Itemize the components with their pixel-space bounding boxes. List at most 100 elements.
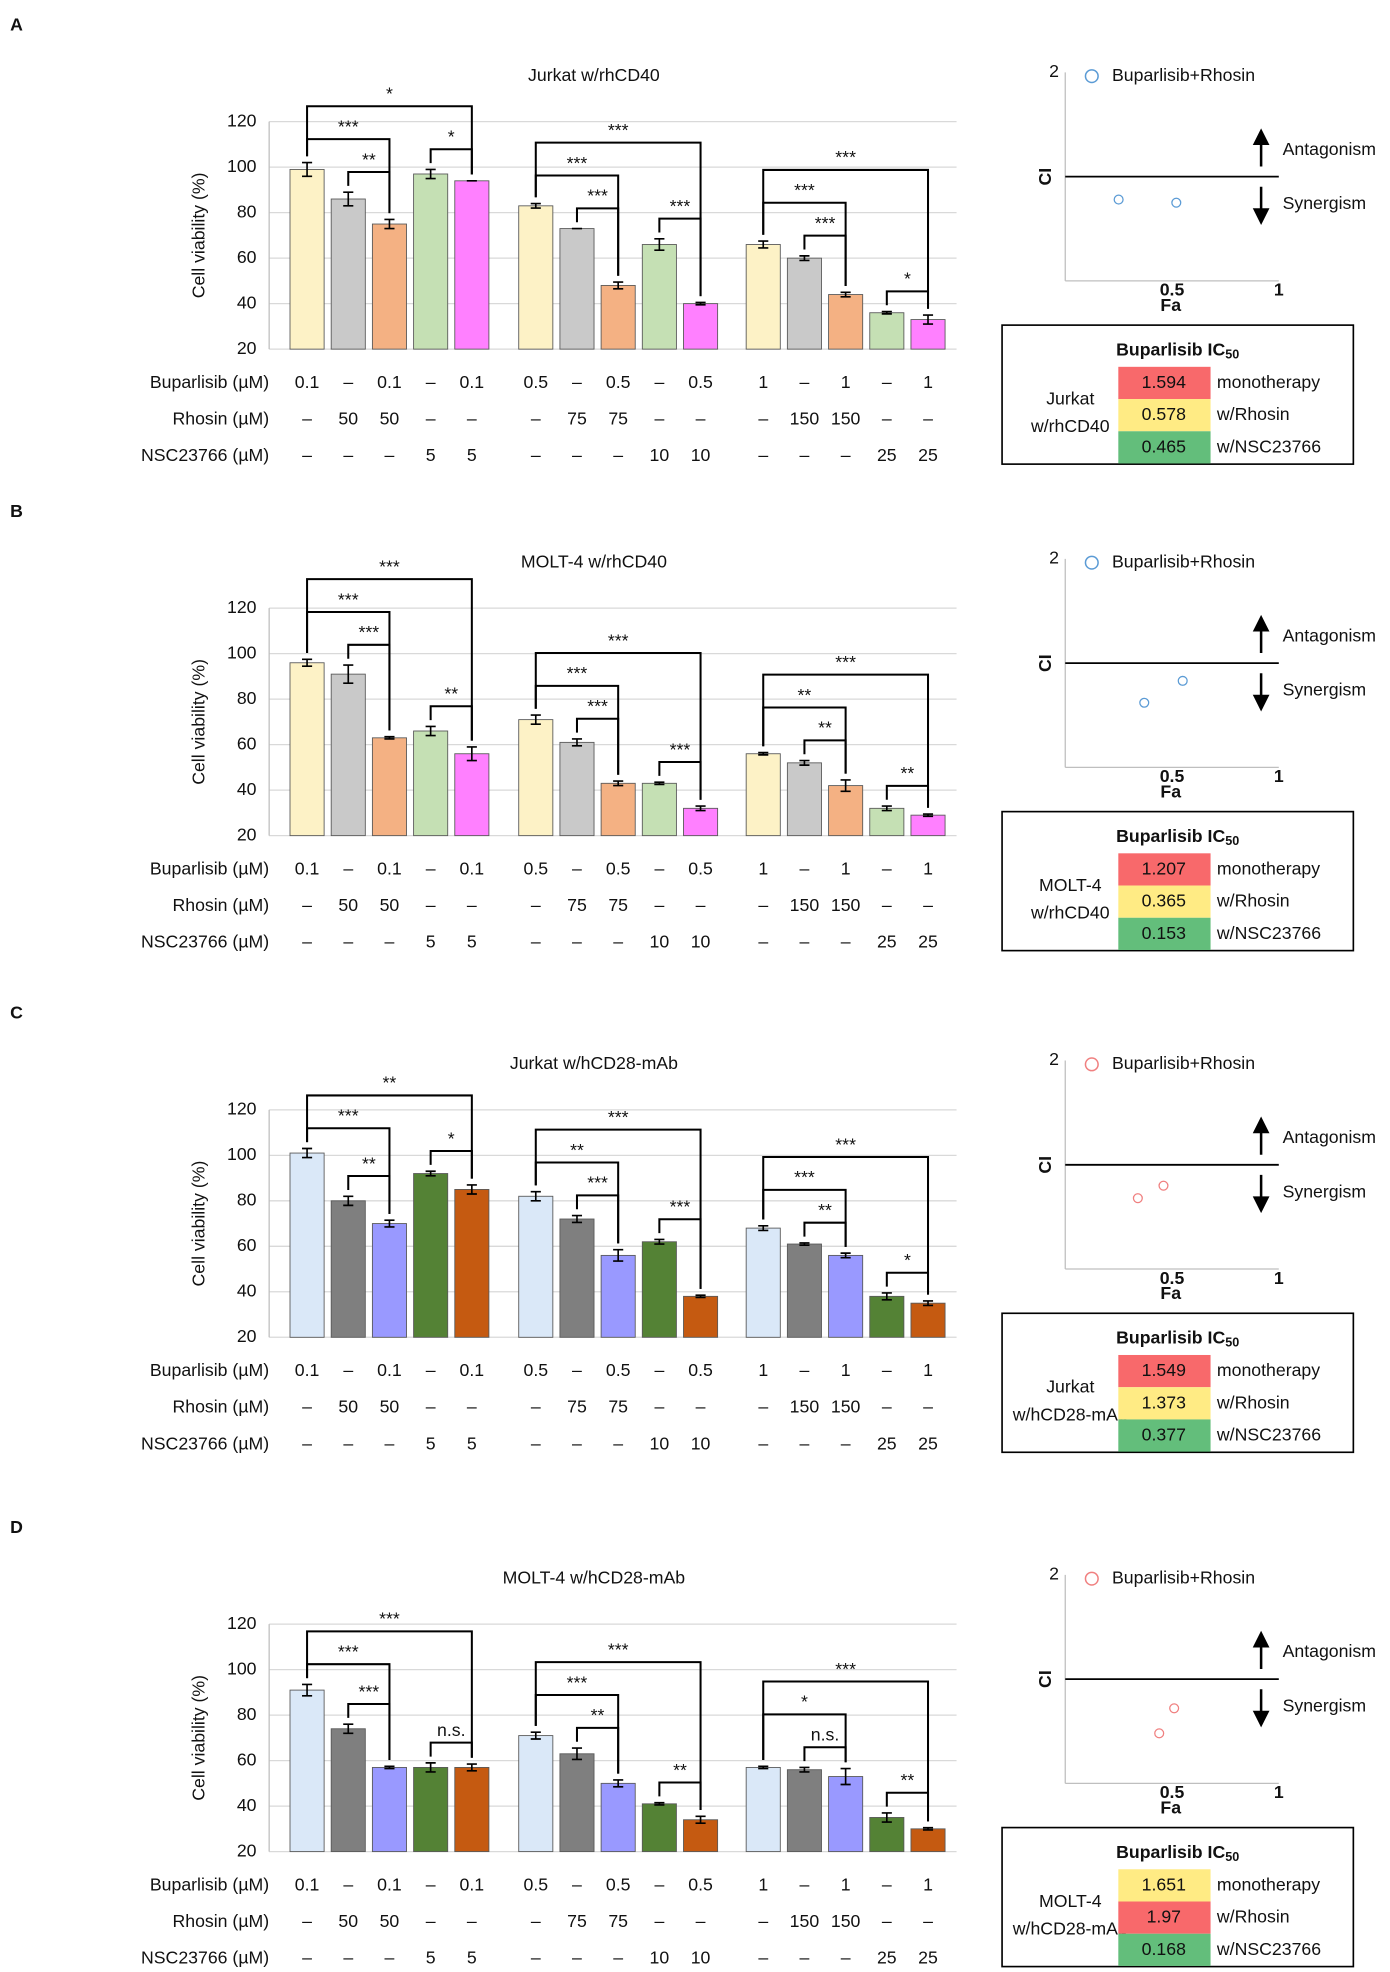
- error-bar: [466, 1763, 477, 1772]
- treatment-dose: 1: [923, 858, 933, 878]
- significance-label: ***: [379, 556, 400, 576]
- treatment-dose: –: [385, 445, 395, 465]
- significance-label: ***: [567, 663, 588, 683]
- bar: [371, 1766, 407, 1853]
- ic50-value: 1.207: [1142, 858, 1186, 878]
- panel-label: D: [10, 1517, 23, 1537]
- bar: [413, 1173, 449, 1338]
- bar: [454, 1189, 490, 1338]
- error-bar: [425, 1762, 436, 1773]
- arrow-down: [1252, 673, 1270, 712]
- treatment-dose: 150: [831, 1397, 861, 1417]
- cell-line: w/hCD28-mAb: [1012, 1919, 1128, 1939]
- error-bar: [922, 314, 934, 325]
- treatment-dose: 150: [831, 895, 861, 915]
- ic50-value: 0.168: [1142, 1939, 1186, 1959]
- data-point: [1171, 197, 1182, 208]
- treatment-dose: –: [302, 1433, 312, 1453]
- bar: [869, 1817, 905, 1853]
- y-tick-label: 80: [237, 201, 257, 221]
- ic50-label: monotherapy: [1217, 858, 1320, 878]
- table-title: Buparlisib IC50: [1116, 1842, 1239, 1865]
- bar: [683, 807, 719, 837]
- ic50-cell: [1118, 1419, 1211, 1452]
- treatment-dose: –: [696, 1911, 706, 1931]
- significance-bracket: [429, 1741, 473, 1758]
- error-bar: [343, 664, 354, 685]
- treatment-dose: –: [343, 372, 353, 392]
- data-point: [1132, 1193, 1143, 1204]
- bar: [289, 1152, 325, 1338]
- x-axis-label: Fa: [1160, 1797, 1181, 1817]
- ic50-value: 0.578: [1142, 404, 1186, 424]
- treatment-dose: –: [800, 932, 810, 952]
- treatment-dose: 0.1: [460, 858, 485, 878]
- chart-title: Jurkat w/rhCD40: [528, 65, 660, 85]
- error-bar: [695, 805, 706, 812]
- treatment-dose: –: [923, 1397, 933, 1417]
- treatment-name: NSC23766 (µM): [141, 445, 269, 465]
- treatment-dose: –: [343, 1948, 353, 1968]
- ic50-label: w/NSC23766: [1216, 1939, 1321, 1959]
- significance-label: ***: [338, 589, 359, 609]
- significance-label: *: [386, 84, 393, 104]
- bar: [330, 1200, 366, 1338]
- treatment-dose: 5: [426, 445, 436, 465]
- significance-label: ***: [567, 1672, 588, 1692]
- ic50-cell: [1118, 1387, 1211, 1420]
- treatment-dose: 75: [567, 1911, 587, 1931]
- treatment-dose: 25: [877, 1433, 897, 1453]
- bar: [413, 173, 449, 350]
- treatment-dose: –: [654, 372, 664, 392]
- treatment-dose: –: [758, 1397, 768, 1417]
- error-bar: [425, 168, 436, 180]
- bar: [910, 814, 946, 837]
- error-bar: [840, 779, 851, 793]
- error-bar: [799, 759, 810, 766]
- treatment-dose: 150: [831, 1911, 861, 1931]
- x-tick-label: 0.5: [1160, 280, 1185, 300]
- treatment-dose: –: [758, 932, 768, 952]
- error-bar: [758, 1765, 769, 1770]
- treatment-dose: –: [841, 1433, 851, 1453]
- significance-label: **: [818, 1200, 832, 1220]
- legend-marker: [1084, 69, 1099, 84]
- error-bar: [530, 714, 541, 725]
- treatment-dose: 0.5: [688, 1874, 713, 1894]
- significance-label: ***: [794, 1167, 815, 1187]
- significance-bracket: [885, 784, 930, 808]
- error-bar: [695, 301, 706, 306]
- error-bar: [881, 1812, 892, 1823]
- treatment-dose: 1: [923, 372, 933, 392]
- treatment-dose: 75: [608, 409, 628, 429]
- significance-label: **: [591, 1705, 605, 1725]
- legend-label: Buparlisib+Rhosin: [1112, 65, 1255, 85]
- treatment-name: Buparlisib (µM): [150, 858, 269, 878]
- legend-marker: [1084, 555, 1099, 570]
- treatment-dose: 0.5: [523, 1874, 548, 1894]
- treatment-dose: –: [800, 372, 810, 392]
- treatment-name: NSC23766 (µM): [141, 932, 269, 952]
- y-axis-label: Cell viability (%): [188, 172, 208, 298]
- x-axis-label: Fa: [1160, 781, 1181, 801]
- treatment-dose: –: [758, 1911, 768, 1931]
- chart-title: MOLT-4 w/rhCD40: [521, 551, 667, 571]
- annotation: Antagonism: [1283, 625, 1376, 645]
- bar: [518, 719, 554, 837]
- significance-label: **: [901, 1770, 915, 1790]
- treatment-dose: –: [572, 858, 582, 878]
- treatment-dose: –: [385, 1433, 395, 1453]
- treatment-dose: 0.1: [295, 372, 320, 392]
- treatment-dose: 150: [831, 409, 861, 429]
- treatment-dose: 25: [918, 1948, 938, 1968]
- error-bar: [384, 218, 395, 230]
- treatment-dose: 5: [426, 932, 436, 952]
- y-tick-label: 40: [237, 292, 257, 312]
- bar: [289, 662, 325, 837]
- treatment-dose: 0.1: [377, 1360, 402, 1380]
- bar: [330, 1728, 366, 1853]
- error-bar: [758, 751, 769, 756]
- treatment-dose: 0.5: [523, 1360, 548, 1380]
- ic50-cell: [1118, 1869, 1211, 1902]
